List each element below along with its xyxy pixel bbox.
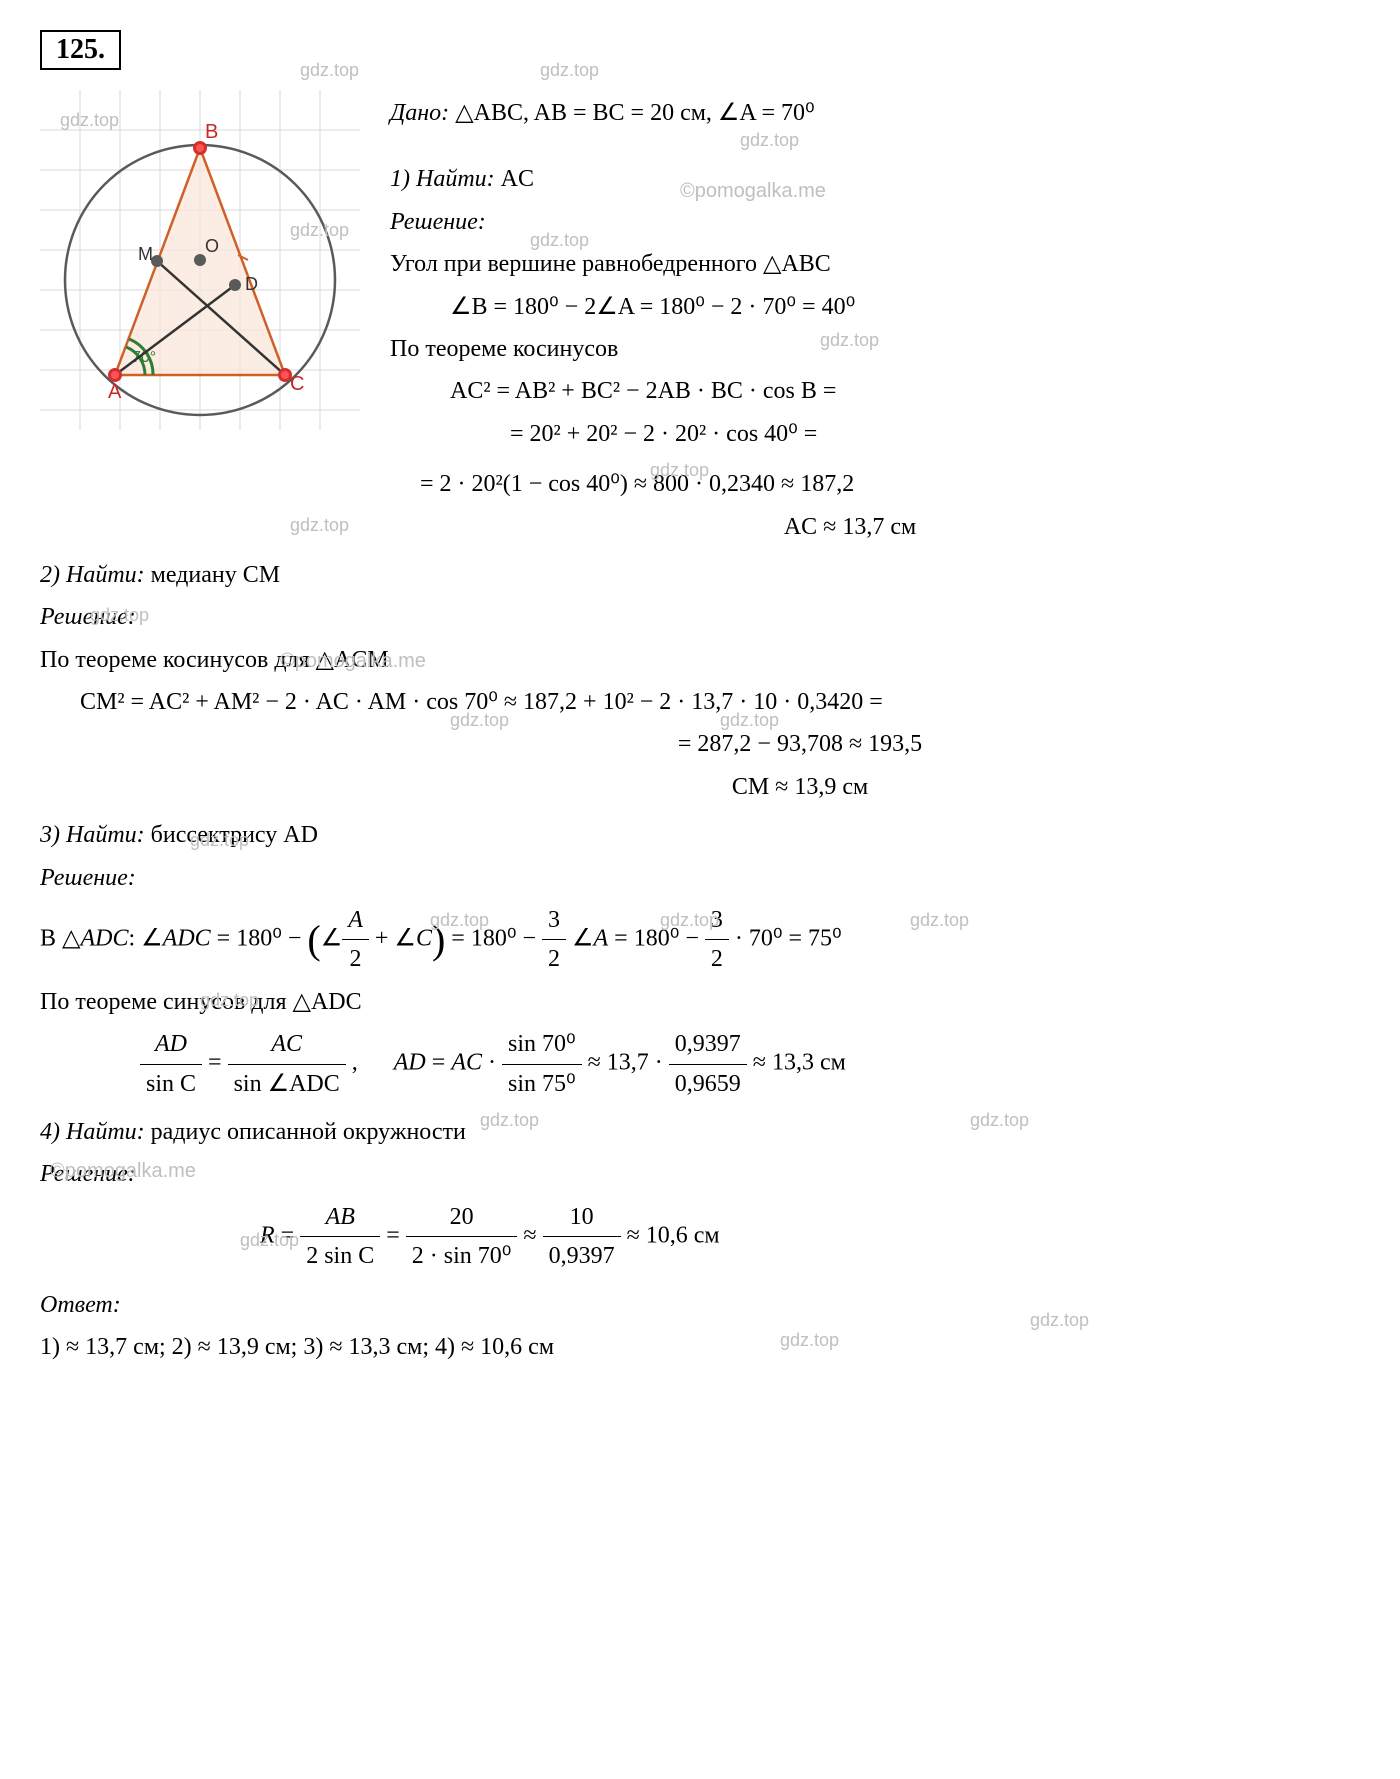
p1-line5: = 20² + 20² − 2 · 20² · cos 40⁰ = <box>510 415 1360 453</box>
part2-find: 2) Найти: медиану CM <box>40 556 1360 594</box>
watermark-gdz: gdz.top <box>540 60 599 81</box>
p2-line3: = 287,2 − 93,708 ≈ 193,5 <box>240 725 1360 763</box>
svg-text:O: O <box>205 236 219 256</box>
svg-text:A: A <box>108 381 122 403</box>
find-label-2: 2) Найти: <box>40 562 145 588</box>
find-value-2: медиану CM <box>145 562 280 588</box>
svg-text:70°: 70° <box>132 349 156 366</box>
p3-line2: По теореме синусов для △ADC <box>40 983 1360 1021</box>
answer-section: Ответ: 1) ≈ 13,7 см; 2) ≈ 13,9 см; 3) ≈ … <box>40 1286 1360 1367</box>
solution-label-2: Решение: <box>40 598 1360 636</box>
svg-text:M: M <box>138 244 153 264</box>
p1-line6: = 2 · 20²(1 − cos 40⁰) ≈ 800 · 0,2340 ≈ … <box>420 465 1360 503</box>
top-section: 70° A B C M O D Дано: △ABC, AB = BC = 20… <box>40 90 1360 457</box>
find-label-4: 4) Найти: <box>40 1119 145 1145</box>
p3-formula: ADsin C = ACsin ∠ADC , AD = AC · sin 70⁰… <box>140 1025 1360 1103</box>
diagram-container: 70° A B C M O D <box>40 90 360 457</box>
svg-text:B: B <box>205 121 218 143</box>
part2: 2) Найти: медиану CM Решение: По теореме… <box>40 556 1360 806</box>
answer-text: 1) ≈ 13,7 см; 2) ≈ 13,9 см; 3) ≈ 13,3 см… <box>40 1328 1360 1366</box>
given-label: Дано: <box>390 100 449 126</box>
part4-find: 4) Найти: радиус описанной окружности <box>40 1113 1360 1151</box>
given-line: Дано: △ABC, AB = BC = 20 см, ∠A = 70⁰ <box>390 94 1360 132</box>
p1-line7: AC ≈ 13,7 см <box>340 508 1360 546</box>
p4-formula: R = AB2 sin C = 202 · sin 70⁰ ≈ 100,9397… <box>260 1198 1360 1276</box>
find-label-1: 1) Найти: <box>390 166 495 192</box>
find-value-3: биссектрису AD <box>145 822 318 848</box>
given-text: △ABC, AB = BC = 20 см, ∠A = 70⁰ <box>449 100 814 126</box>
part3: 3) Найти: биссектрису AD Решение: В △ADC… <box>40 816 1360 1103</box>
p1-line2: ∠B = 180⁰ − 2∠A = 180⁰ − 2 · 70⁰ = 40⁰ <box>450 288 1360 326</box>
svg-text:D: D <box>245 274 258 294</box>
solution-label-4: Решение: <box>40 1155 1360 1193</box>
p2-line4: CM ≈ 13,9 см <box>240 768 1360 806</box>
svg-text:C: C <box>290 373 304 395</box>
find-value-4: радиус описанной окружности <box>145 1119 466 1145</box>
p2-line2: CM² = AC² + AM² − 2 · AC · AM · cos 70⁰ … <box>80 683 1360 721</box>
answer-label: Ответ: <box>40 1286 1360 1324</box>
find-label-3: 3) Найти: <box>40 822 145 848</box>
part1-find: 1) Найти: AC <box>390 160 1360 198</box>
part4: 4) Найти: радиус описанной окружности Ре… <box>40 1113 1360 1276</box>
part3-find: 3) Найти: биссектрису AD <box>40 816 1360 854</box>
solution-label-3: Решение: <box>40 859 1360 897</box>
p1-line4: AC² = AB² + BC² − 2AB · BC · cos B = <box>450 372 1360 410</box>
p1-line1: Угол при вершине равнобедренного △ABC <box>390 245 1360 283</box>
problem-number: 125. <box>40 30 121 70</box>
watermark-gdz: gdz.top <box>300 60 359 81</box>
text-content-top: Дано: △ABC, AB = BC = 20 см, ∠A = 70⁰ 1)… <box>390 90 1360 457</box>
p1-line3: По теореме косинусов <box>390 330 1360 368</box>
solution-label-1: Решение: <box>390 203 1360 241</box>
p3-line1: В △ADC: ∠ADC = 180⁰ − (∠A2 + ∠C) = 180⁰ … <box>40 901 1360 979</box>
p2-line1: По теореме косинусов для △ACM <box>40 641 1360 679</box>
geometry-diagram: 70° A B C M O D <box>40 90 360 430</box>
find-value-1: AC <box>495 166 534 192</box>
